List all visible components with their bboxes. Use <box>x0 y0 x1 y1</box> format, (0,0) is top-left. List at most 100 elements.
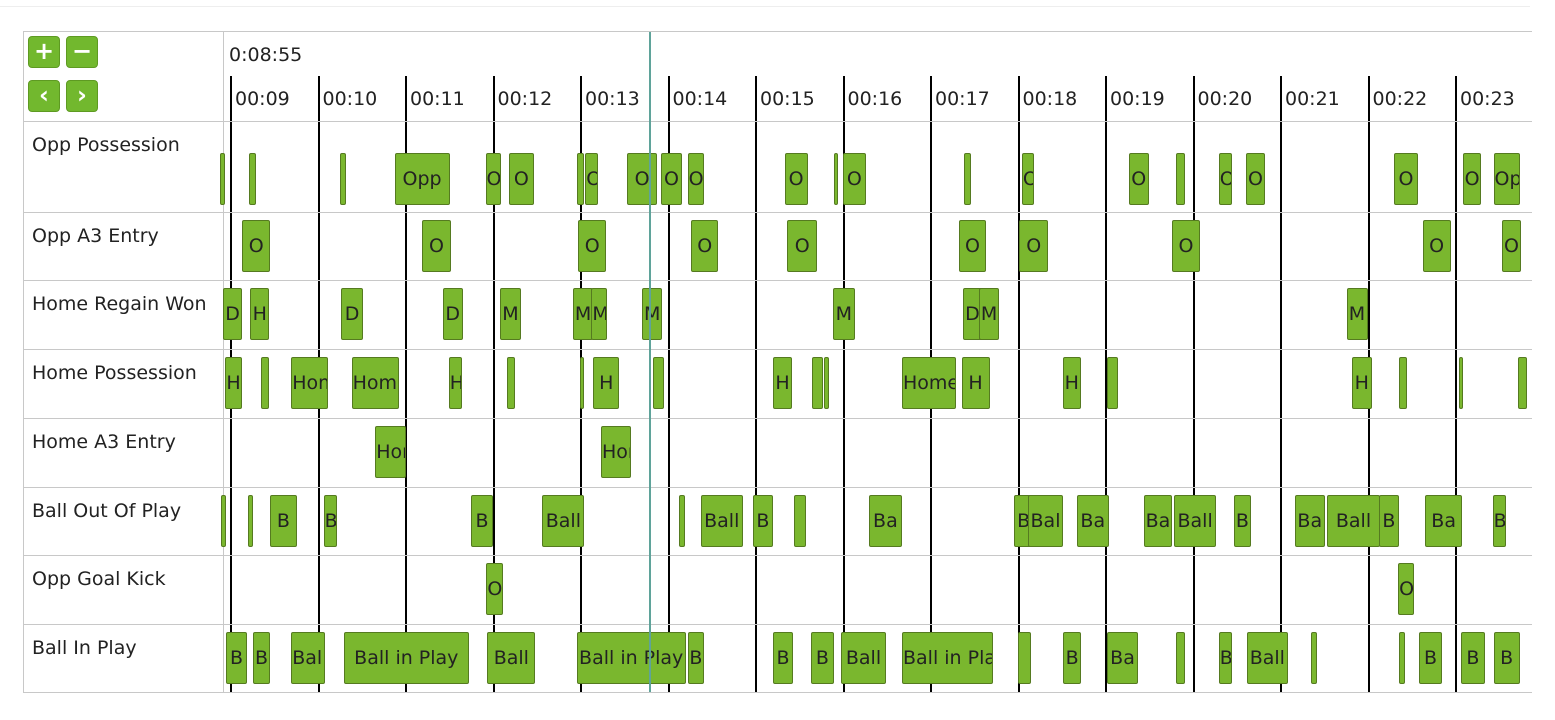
event-block[interactable]: Ball <box>542 495 585 547</box>
event-block[interactable]: B <box>1233 495 1252 547</box>
event-block[interactable]: H <box>250 288 270 340</box>
event-block[interactable] <box>507 357 516 409</box>
event-block[interactable]: Ball in Play <box>343 632 469 684</box>
playhead[interactable] <box>649 32 651 692</box>
event-block[interactable]: B <box>1378 495 1399 547</box>
event-block[interactable]: H <box>1351 357 1372 409</box>
event-block[interactable]: Ball <box>700 495 743 547</box>
event-block[interactable] <box>824 357 829 409</box>
event-block[interactable] <box>1399 632 1406 684</box>
event-block[interactable]: Ba <box>1425 495 1462 547</box>
event-block[interactable] <box>811 357 824 409</box>
event-block[interactable]: H <box>961 357 990 409</box>
event-block[interactable]: Ball in Play <box>902 632 993 684</box>
event-block[interactable]: M <box>1346 288 1368 340</box>
event-block[interactable]: B <box>687 632 705 684</box>
event-block[interactable]: Ball <box>840 632 887 684</box>
event-block[interactable] <box>1175 632 1185 684</box>
event-block[interactable] <box>678 495 685 547</box>
event-block[interactable]: M <box>832 288 855 340</box>
event-block[interactable]: O <box>1021 153 1035 205</box>
event-block[interactable]: O <box>787 220 818 272</box>
prev-button[interactable]: ‹ <box>28 80 60 112</box>
event-block[interactable]: Ba <box>1106 632 1139 684</box>
event-block[interactable]: B <box>225 632 248 684</box>
event-block[interactable]: O <box>1462 153 1482 205</box>
event-block[interactable]: Ba <box>868 495 902 547</box>
event-block[interactable]: B <box>323 495 337 547</box>
event-block[interactable]: Bal <box>1028 495 1063 547</box>
event-block[interactable] <box>1399 357 1407 409</box>
event-block[interactable]: B <box>1492 495 1506 547</box>
event-block[interactable]: Home <box>902 357 957 409</box>
event-block[interactable] <box>577 153 584 205</box>
event-block[interactable] <box>793 495 806 547</box>
event-block[interactable]: O <box>691 220 719 272</box>
event-block[interactable] <box>247 495 253 547</box>
event-block[interactable] <box>221 495 226 547</box>
event-block[interactable]: Ball <box>1174 495 1217 547</box>
event-block[interactable] <box>833 153 839 205</box>
event-block[interactable]: O <box>1393 153 1419 205</box>
event-block[interactable]: Ball <box>1246 632 1288 684</box>
event-block[interactable]: O <box>1218 153 1232 205</box>
event-block[interactable]: Hom <box>375 426 406 478</box>
event-block[interactable]: M <box>499 288 522 340</box>
event-block[interactable]: B <box>773 632 793 684</box>
event-block[interactable] <box>1458 357 1463 409</box>
zoom-in-button[interactable]: + <box>28 36 60 68</box>
event-block[interactable]: H <box>448 357 462 409</box>
event-block[interactable]: H <box>773 357 792 409</box>
event-block[interactable]: O <box>1398 563 1414 615</box>
event-block[interactable]: O <box>486 563 503 615</box>
event-block[interactable]: Ball in Play <box>576 632 686 684</box>
event-block[interactable]: B <box>470 495 494 547</box>
event-block[interactable] <box>1106 357 1119 409</box>
event-block[interactable]: D <box>223 288 243 340</box>
event-block[interactable]: Ball <box>1327 495 1380 547</box>
event-block[interactable]: M <box>573 288 594 340</box>
zoom-out-button[interactable]: − <box>66 36 98 68</box>
event-block[interactable]: Opp <box>394 153 450 205</box>
event-block[interactable] <box>652 357 664 409</box>
event-block[interactable] <box>580 357 585 409</box>
event-block[interactable] <box>220 153 225 205</box>
event-block[interactable] <box>1018 632 1031 684</box>
event-block[interactable]: O <box>585 153 599 205</box>
event-block[interactable]: Ba <box>1077 495 1109 547</box>
event-block[interactable]: B <box>252 632 271 684</box>
event-block[interactable]: H <box>224 357 243 409</box>
event-block[interactable]: O <box>661 153 682 205</box>
event-block[interactable]: O <box>627 153 657 205</box>
event-block[interactable]: Ball <box>487 632 536 684</box>
event-block[interactable] <box>1175 153 1185 205</box>
next-button[interactable]: › <box>66 80 98 112</box>
event-block[interactable]: B <box>270 495 297 547</box>
event-block[interactable] <box>260 357 270 409</box>
event-block[interactable] <box>340 153 347 205</box>
event-block[interactable]: Opp <box>1493 153 1520 205</box>
event-block[interactable]: B <box>753 495 773 547</box>
event-block[interactable]: O <box>1422 220 1451 272</box>
event-block[interactable]: B <box>811 632 834 684</box>
event-block[interactable]: M <box>979 288 1000 340</box>
event-block[interactable]: O <box>509 153 534 205</box>
event-block[interactable]: Home <box>351 357 399 409</box>
event-block[interactable] <box>1518 357 1527 409</box>
timeline-track[interactable]: 0:08:55 00:09 00:10 00:11 00:12 00:13 00:14 00… <box>220 32 1532 692</box>
event-block[interactable]: Ball <box>291 632 325 684</box>
event-block[interactable]: M <box>642 288 663 340</box>
event-block[interactable]: B <box>1063 632 1082 684</box>
event-block[interactable]: O <box>958 220 986 272</box>
event-block[interactable]: O <box>687 153 705 205</box>
event-block[interactable]: D <box>341 288 363 340</box>
event-block[interactable]: O <box>1019 220 1049 272</box>
event-block[interactable]: M <box>591 288 608 340</box>
event-block[interactable]: O <box>1502 220 1521 272</box>
event-block[interactable]: O <box>578 220 607 272</box>
event-block[interactable]: D <box>442 288 463 340</box>
event-block[interactable]: B <box>1461 632 1485 684</box>
event-block[interactable] <box>964 153 972 205</box>
event-block[interactable]: H <box>593 357 620 409</box>
event-block[interactable]: B <box>1493 632 1520 684</box>
